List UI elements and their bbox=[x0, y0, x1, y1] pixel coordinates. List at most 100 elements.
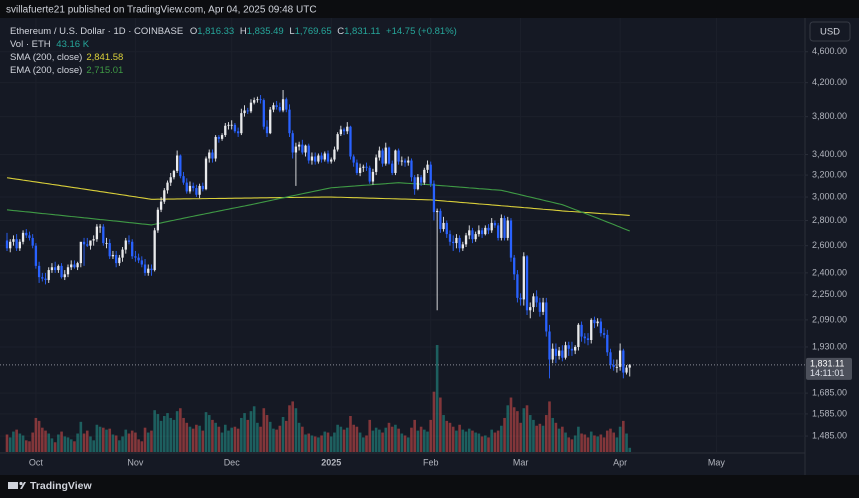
volume-bar bbox=[445, 420, 449, 452]
candle-body bbox=[182, 176, 185, 183]
candle-body bbox=[12, 239, 15, 242]
candle-body bbox=[381, 150, 384, 164]
candle-body bbox=[240, 113, 243, 134]
y-tick-label: 1,585.00 bbox=[812, 408, 847, 418]
candle-body bbox=[278, 106, 282, 111]
candle-body bbox=[493, 222, 497, 226]
volume-bar bbox=[195, 424, 198, 452]
volume-bar bbox=[204, 412, 208, 452]
volume-bar bbox=[63, 436, 67, 452]
candle-body bbox=[163, 190, 166, 202]
volume-bar bbox=[551, 417, 555, 452]
volume-bar bbox=[172, 419, 176, 452]
candle-body bbox=[362, 166, 365, 168]
x-tick-label: 2025 bbox=[321, 457, 341, 467]
volume-bar bbox=[426, 431, 429, 452]
volume-bar bbox=[89, 436, 92, 452]
volume-layer bbox=[5, 345, 632, 452]
volume-bar bbox=[528, 415, 532, 452]
volume-bar bbox=[506, 405, 510, 452]
volume-bar bbox=[493, 432, 497, 452]
volume-bar bbox=[480, 436, 484, 452]
publish-header: svillafuerte21 published on TradingView.… bbox=[6, 5, 317, 16]
candle-body bbox=[137, 257, 140, 261]
volume-bar bbox=[310, 435, 314, 452]
last-price-label: 1,831.11 bbox=[810, 359, 844, 369]
volume-bar bbox=[423, 429, 426, 452]
volume-bar bbox=[403, 435, 407, 452]
volume-bar bbox=[541, 425, 545, 452]
candle-body bbox=[57, 265, 60, 271]
candle-body bbox=[66, 267, 70, 275]
volume-bar bbox=[458, 424, 461, 452]
volume-bar bbox=[182, 417, 185, 452]
candle-body bbox=[18, 241, 21, 249]
candle-body bbox=[410, 160, 413, 178]
x-tick-label: Apr bbox=[613, 457, 627, 467]
volume-bar bbox=[304, 434, 307, 452]
candle-body bbox=[34, 245, 38, 266]
volume-bar bbox=[323, 431, 327, 452]
volume-bar bbox=[150, 430, 153, 452]
volume-bar bbox=[95, 424, 99, 452]
volume-bar bbox=[307, 433, 311, 452]
candle-body bbox=[342, 129, 346, 132]
candle-body bbox=[217, 136, 221, 139]
open-value: 1,816.33 bbox=[197, 26, 234, 37]
y-tick-label: 2,250.00 bbox=[812, 289, 847, 299]
candle-body bbox=[147, 268, 150, 273]
volume-bar bbox=[362, 437, 365, 452]
candle-body bbox=[625, 367, 628, 373]
currency-box bbox=[809, 21, 851, 42]
candle-body bbox=[580, 324, 583, 337]
volume-bar bbox=[66, 437, 70, 452]
volume-bar bbox=[21, 435, 25, 452]
candle-body bbox=[538, 302, 542, 312]
indicator-legend: SMA (200, close) 2,841.58 EMA (200, close)… bbox=[10, 52, 123, 76]
volume-bar bbox=[336, 424, 339, 452]
candle-body bbox=[249, 102, 253, 112]
candle-body bbox=[307, 145, 310, 161]
candle-body bbox=[269, 109, 272, 134]
volume-bar bbox=[596, 436, 599, 452]
candle-body bbox=[211, 152, 214, 159]
candle-body bbox=[28, 235, 31, 238]
volume-bar bbox=[211, 419, 214, 452]
volume-bar bbox=[564, 432, 567, 452]
volume-name: Vol · ETH bbox=[10, 39, 51, 50]
x-tick-label: Mar bbox=[513, 457, 529, 467]
candle-body bbox=[41, 277, 44, 279]
volume-bar bbox=[230, 427, 234, 452]
candle-body bbox=[195, 188, 198, 195]
volume-bar bbox=[24, 440, 28, 452]
volume-bar bbox=[159, 420, 163, 452]
volume-bar bbox=[284, 420, 288, 452]
candle-body bbox=[586, 338, 590, 340]
candle-body bbox=[532, 296, 535, 308]
volume-bar bbox=[227, 430, 230, 452]
volume-bar bbox=[134, 432, 137, 452]
candle-body bbox=[243, 110, 246, 114]
volume-bar bbox=[79, 421, 83, 452]
candle-body bbox=[336, 134, 339, 150]
volume-bar bbox=[207, 415, 211, 452]
candle-body bbox=[105, 243, 108, 244]
candle-body bbox=[79, 241, 82, 264]
low-value: 1,769.65 bbox=[295, 26, 332, 37]
volume-bar bbox=[345, 427, 349, 452]
close-prefix: C bbox=[337, 26, 344, 37]
volume-bar bbox=[570, 439, 574, 452]
indicator-value: 2,715.01 bbox=[86, 65, 123, 76]
candle-body bbox=[599, 321, 603, 334]
volume-bar bbox=[114, 435, 118, 452]
candle-body bbox=[554, 348, 558, 356]
candle-body bbox=[468, 230, 471, 236]
volume-bar bbox=[243, 413, 246, 452]
high-value: 1,835.49 bbox=[247, 26, 284, 37]
candle-body bbox=[169, 177, 172, 183]
volume-bar bbox=[628, 447, 632, 452]
volume-bar bbox=[275, 429, 278, 452]
candle-body bbox=[159, 201, 163, 210]
candle-body bbox=[513, 257, 516, 275]
